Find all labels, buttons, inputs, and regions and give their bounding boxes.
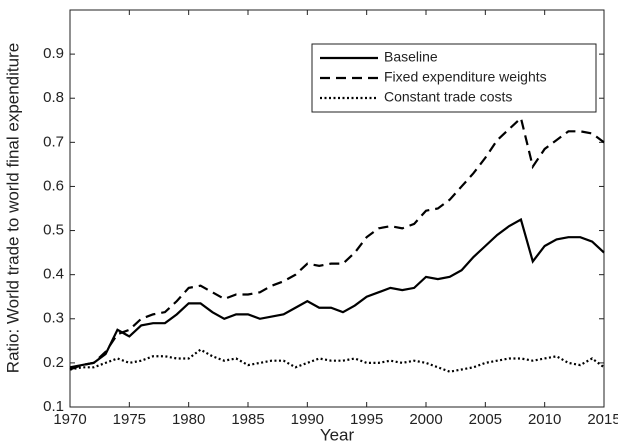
x-tick-label: 1970 [53, 411, 86, 428]
y-tick-label: 0.1 [43, 398, 64, 415]
legend-label: Baseline [384, 49, 438, 65]
plot-frame [69, 9, 605, 408]
y-tick-label: 0.6 [43, 177, 64, 194]
x-tick-label: 1975 [113, 411, 146, 428]
series-line [69, 348, 605, 373]
legend-label: Constant trade costs [384, 89, 512, 105]
legend-label: Fixed expenditure weights [384, 69, 547, 85]
y-tick-label: 0.4 [43, 266, 64, 283]
x-tick-label: 1985 [231, 411, 264, 428]
x-tick-label: 1995 [350, 411, 383, 428]
series-line [69, 115, 605, 371]
x-tick-label: 1980 [172, 411, 205, 428]
x-tick-label: 2005 [469, 411, 502, 428]
y-tick-label: 0.9 [43, 45, 64, 62]
series-line [69, 217, 605, 369]
x-tick-label: 2010 [528, 411, 561, 428]
x-tick-label: 2015 [587, 411, 618, 428]
y-axis-title: Ratio: World trade to world final expend… [3, 43, 22, 373]
x-tick-label: 2000 [409, 411, 442, 428]
legend-box [311, 43, 597, 113]
y-tick-label: 0.3 [43, 310, 64, 327]
y-tick-label: 0.2 [43, 354, 64, 371]
y-tick-label: 0.5 [43, 222, 64, 239]
x-tick-label: 1990 [291, 411, 324, 428]
x-axis-title: Year [320, 425, 355, 444]
y-tick-label: 0.8 [43, 89, 64, 106]
y-tick-label: 0.7 [43, 133, 64, 150]
